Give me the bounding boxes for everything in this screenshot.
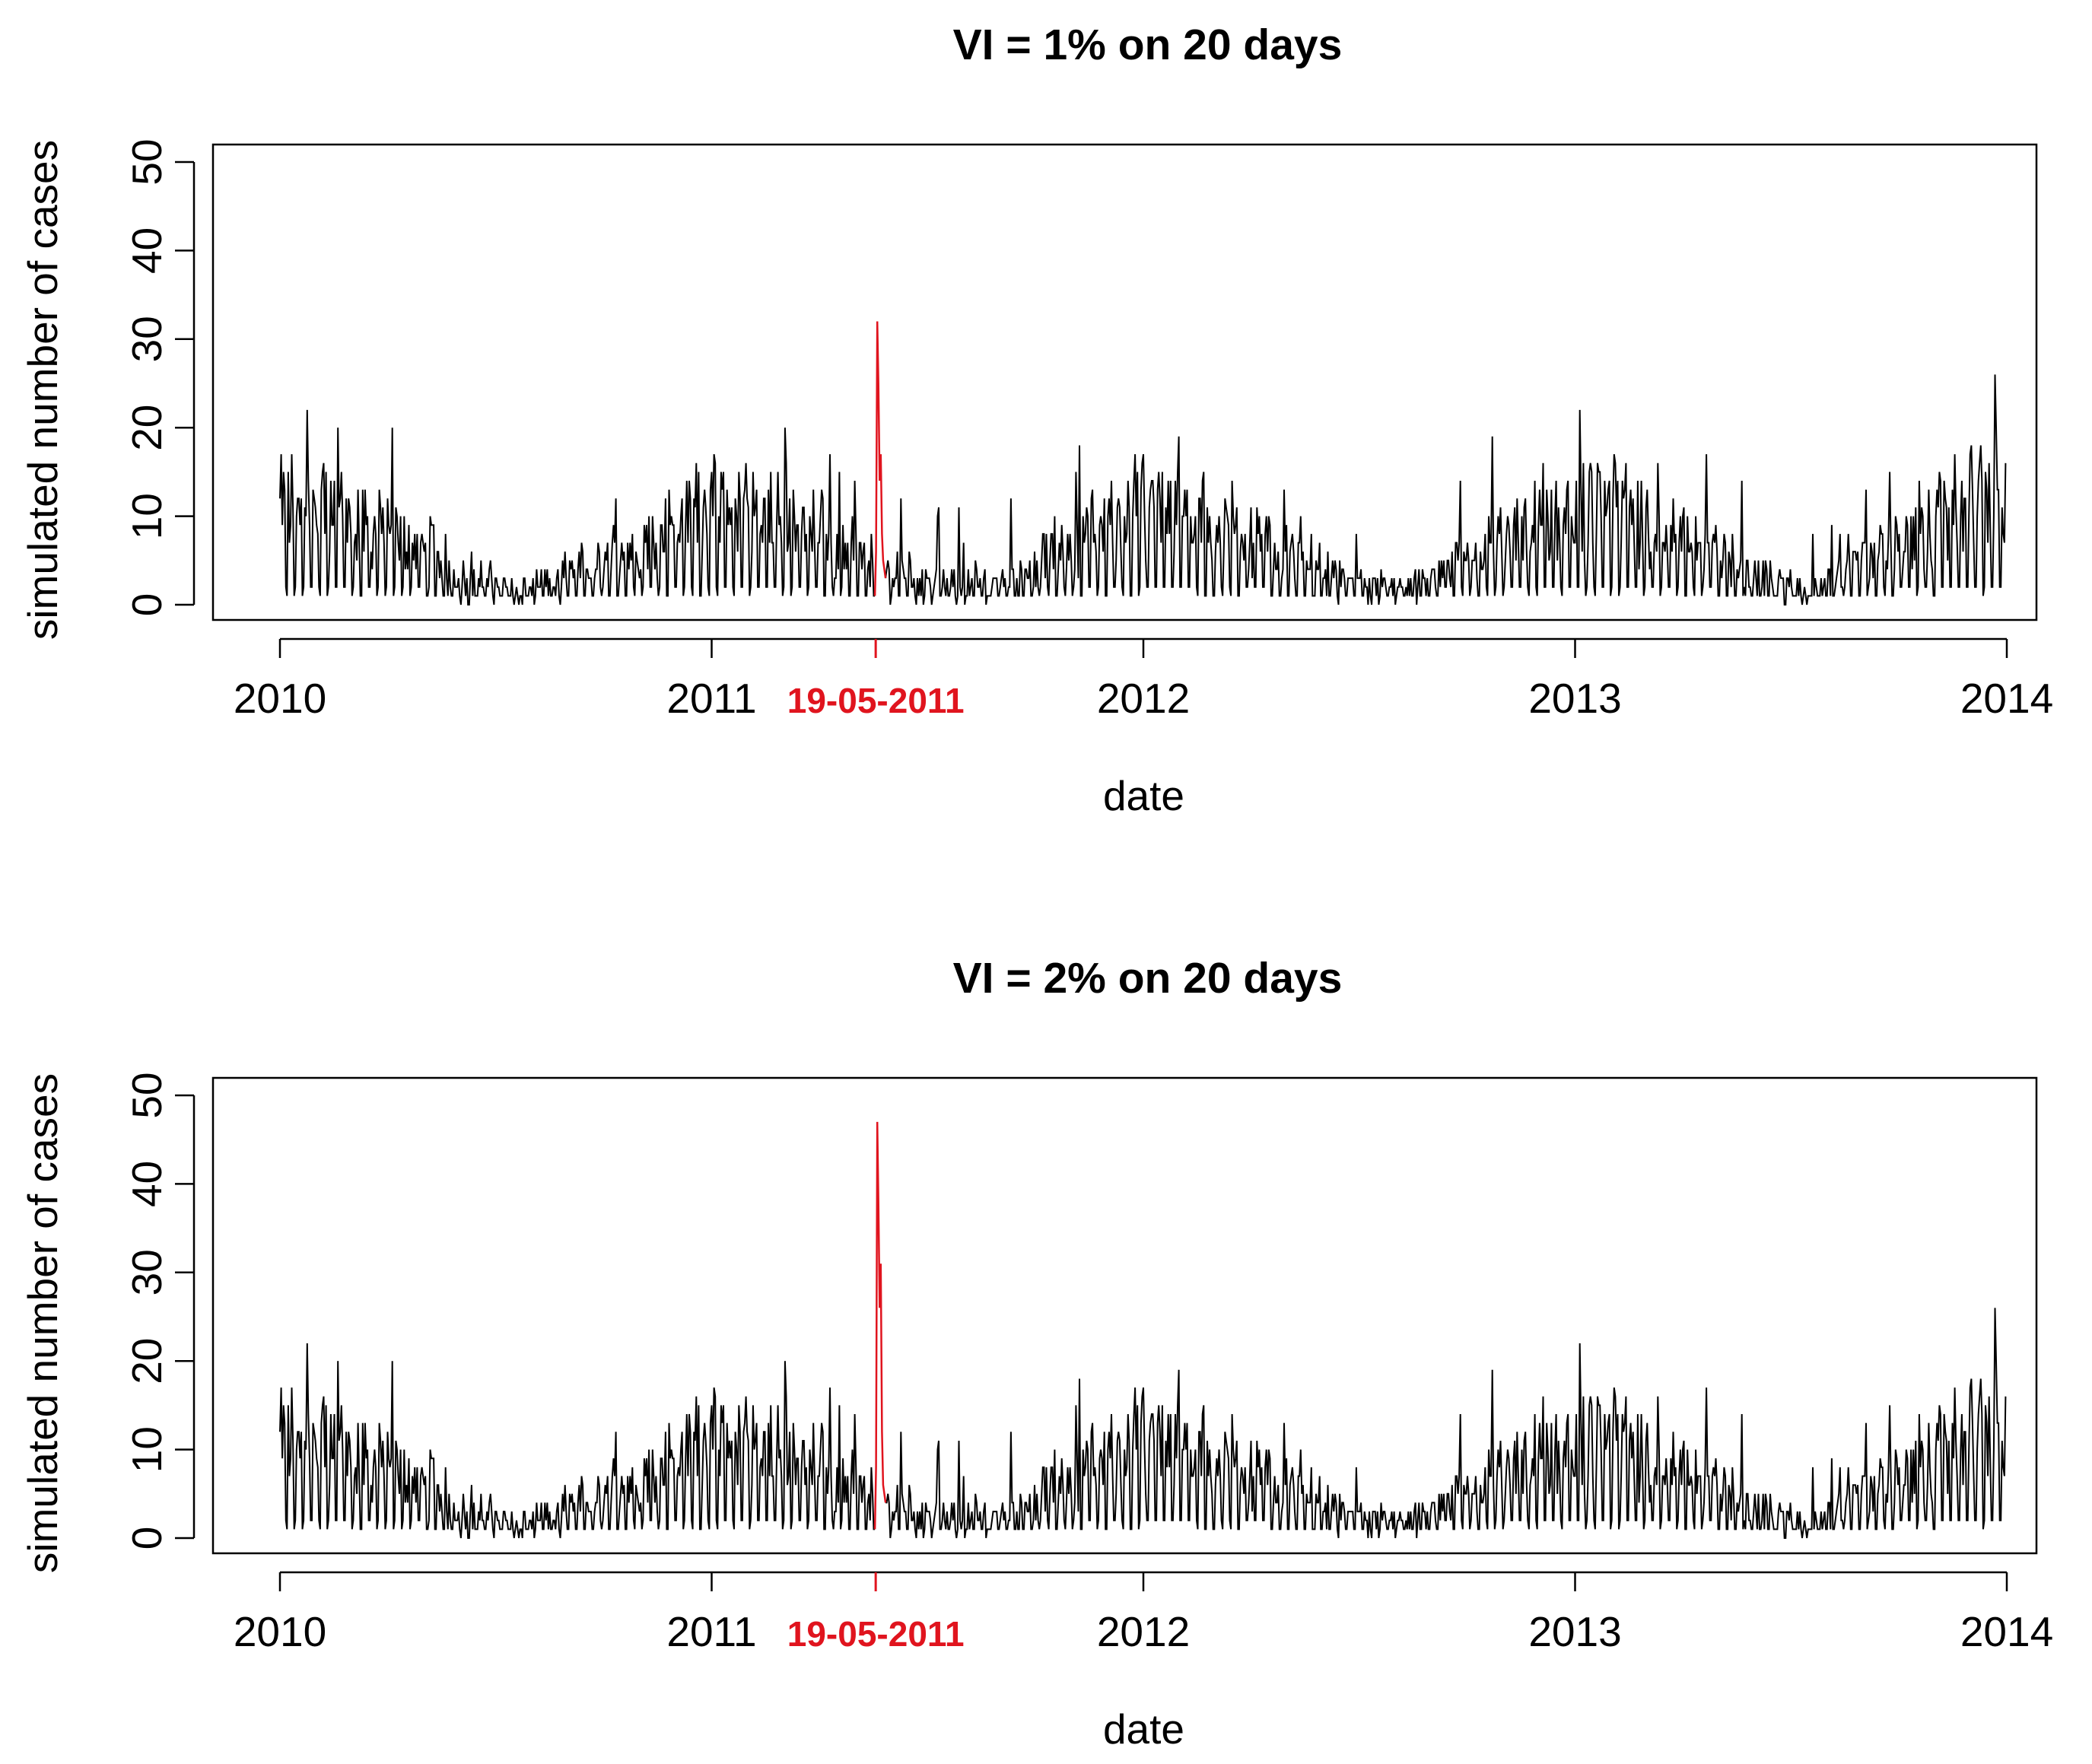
y-tick-label: 30 bbox=[123, 316, 170, 362]
x-tick-label: 2010 bbox=[234, 675, 326, 722]
plot-frame bbox=[211, 143, 2038, 621]
event-date-label: 19-05-2011 bbox=[787, 1614, 965, 1654]
y-tick-label: 40 bbox=[123, 227, 170, 274]
y-tick-label: 50 bbox=[123, 1072, 170, 1118]
x-axis-label: date bbox=[1103, 772, 1184, 819]
x-tick-label: 2012 bbox=[1097, 675, 1190, 722]
x-tick-label: 2014 bbox=[1960, 1608, 2053, 1655]
event-date-label: 19-05-2011 bbox=[787, 681, 965, 720]
x-tick-label: 2011 bbox=[666, 675, 756, 722]
y-axis-label: simulated number of cases bbox=[19, 1073, 66, 1573]
y-tick-label: 40 bbox=[123, 1161, 170, 1207]
y-tick-label: 20 bbox=[123, 405, 170, 451]
x-tick-label: 2013 bbox=[1528, 1608, 1621, 1655]
plot-frame bbox=[211, 1076, 2038, 1555]
chart-panel-1: VI = 1% on 20 days 0 10 20 30 40 50 simulated n… bbox=[19, 21, 2053, 819]
chart-title: VI = 1% on 20 days bbox=[953, 21, 1343, 69]
x-axis-label: date bbox=[1103, 1705, 1184, 1753]
y-tick-label: 10 bbox=[123, 1426, 170, 1473]
x-tick-label: 2010 bbox=[234, 1608, 326, 1655]
x-tick-label: 2012 bbox=[1097, 1608, 1190, 1655]
y-tick-label: 30 bbox=[123, 1249, 170, 1295]
x-tick-label: 2011 bbox=[666, 1608, 756, 1655]
y-tick-label: 0 bbox=[123, 1527, 170, 1550]
series-line-baseline bbox=[279, 374, 2007, 605]
x-tick-label: 2013 bbox=[1528, 675, 1621, 722]
series-line-event bbox=[873, 321, 887, 596]
y-tick-label: 0 bbox=[123, 593, 170, 617]
y-tick-label: 20 bbox=[123, 1338, 170, 1384]
chart-title: VI = 2% on 20 days bbox=[953, 954, 1343, 1003]
x-tick-label: 2014 bbox=[1960, 675, 2053, 722]
chart-panel-2: VI = 2% on 20 days 0 10 20 30 40 50 simulated n… bbox=[19, 954, 2053, 1753]
series-line-event bbox=[873, 1121, 887, 1530]
series-line-baseline bbox=[279, 1308, 2007, 1539]
y-axis-label: simulated number of cases bbox=[19, 140, 66, 640]
y-tick-label: 50 bbox=[123, 138, 170, 185]
y-tick-label: 10 bbox=[123, 493, 170, 539]
